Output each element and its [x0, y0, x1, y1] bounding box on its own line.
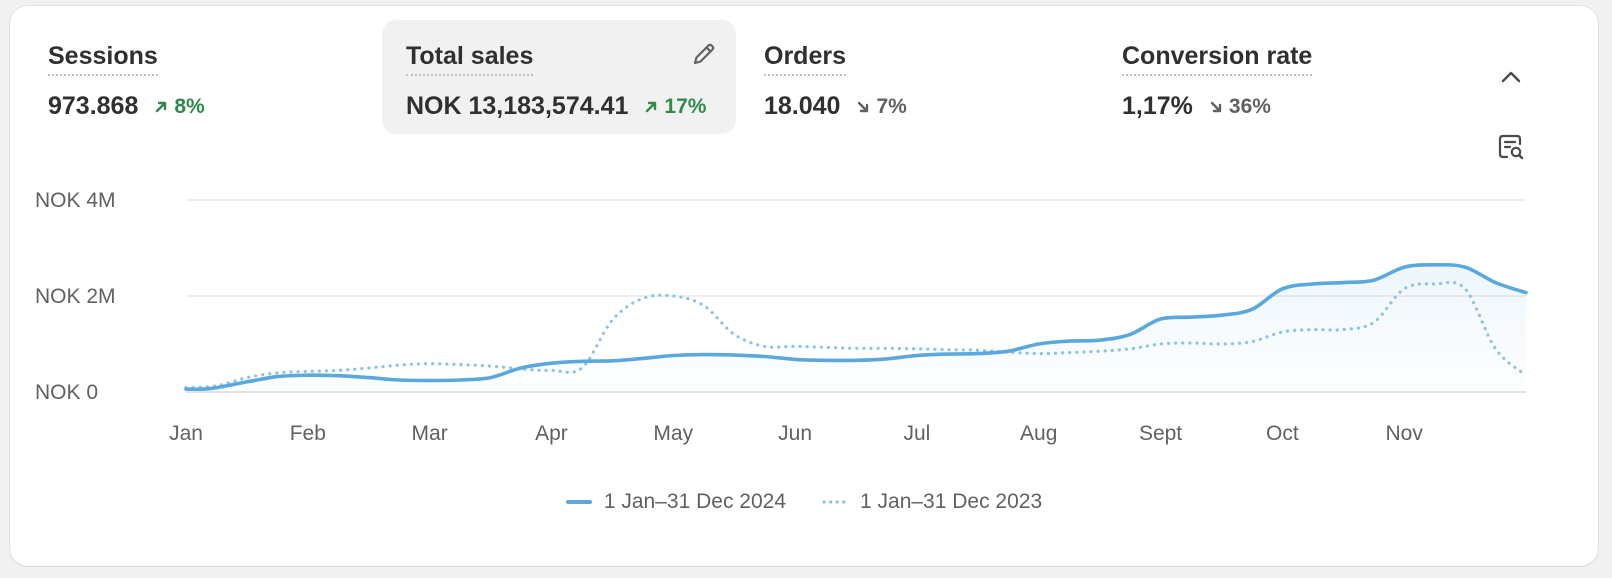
x-tick-label: Jul	[903, 422, 930, 445]
arrow-down-right-icon	[1210, 101, 1222, 113]
sales-line-chart: NOK 0 NOK 2M NOK 4M Jan Feb Mar Apr May Jun Jul A…	[35, 189, 1528, 445]
metric-value: NOK 13,183,574.41	[406, 92, 629, 120]
metric-label[interactable]: Total sales	[406, 42, 534, 76]
legend-item-2023[interactable]: 1 Jan–31 Dec 2023	[822, 490, 1042, 514]
chart-legend: 1 Jan–31 Dec 2024 1 Jan–31 Dec 2023	[10, 490, 1598, 514]
y-tick-label: NOK 2M	[35, 285, 116, 308]
legend-label: 1 Jan–31 Dec 2024	[603, 490, 786, 513]
series-2024-area	[186, 264, 1526, 392]
metric-change-value: 36%	[1228, 95, 1271, 118]
y-tick-label: NOK 0	[35, 381, 98, 404]
metric-label[interactable]: Orders	[764, 42, 846, 76]
legend-dotted-line	[822, 500, 848, 504]
metric-conversion-rate[interactable]: Conversion rate 1,17% 36%	[1098, 20, 1438, 134]
metric-change-value: 17%	[664, 95, 707, 118]
metric-total-sales[interactable]: Total sales NOK 13,183,574.41 17%	[382, 20, 736, 134]
chevron-up-icon[interactable]	[1496, 62, 1526, 92]
x-tick-label: Aug	[1020, 422, 1057, 445]
series-2024-line	[184, 262, 1528, 392]
metric-value: 1,17%	[1122, 92, 1193, 120]
metric-change-value: 8%	[174, 95, 205, 118]
metric-change: 7%	[856, 95, 907, 119]
legend-solid-line	[565, 500, 592, 504]
pencil-icon[interactable]	[690, 40, 718, 68]
metric-orders[interactable]: Orders 18.040 7%	[740, 20, 1076, 134]
legend-label: 1 Jan–31 Dec 2023	[860, 490, 1043, 513]
metric-change: 36%	[1209, 95, 1271, 119]
metric-change: 17%	[644, 95, 706, 119]
sales-overview-card: Sessions 973.868 8% Total sales NOK 13,1…	[10, 6, 1598, 566]
metric-label[interactable]: Conversion rate	[1122, 42, 1313, 76]
arrow-up-right-icon	[646, 101, 657, 113]
y-tick-label: NOK 4M	[35, 189, 116, 212]
x-tick-label: Feb	[290, 422, 326, 445]
x-tick-label: May	[653, 422, 693, 445]
arrow-down-right-icon	[858, 101, 869, 113]
x-tick-label: Oct	[1266, 422, 1299, 445]
x-tick-label: Jan	[169, 422, 203, 445]
arrow-up-right-icon	[156, 101, 167, 113]
metric-change-value: 7%	[876, 95, 907, 118]
metric-label[interactable]: Sessions	[48, 42, 158, 76]
metric-value: 973.868	[48, 92, 139, 120]
metric-value: 18.040	[764, 92, 841, 120]
x-tick-label: Nov	[1386, 422, 1424, 445]
metric-sessions[interactable]: Sessions 973.868 8%	[24, 20, 360, 134]
legend-item-2024[interactable]: 1 Jan–31 Dec 2024	[565, 490, 786, 514]
report-search-icon[interactable]	[1496, 132, 1526, 162]
x-tick-label: Sept	[1139, 422, 1182, 445]
x-tick-label: Apr	[535, 422, 568, 445]
series-2023-line	[184, 280, 1528, 390]
metric-change: 8%	[154, 95, 205, 119]
x-tick-label: Jun	[778, 422, 812, 445]
x-tick-label: Mar	[412, 422, 448, 445]
